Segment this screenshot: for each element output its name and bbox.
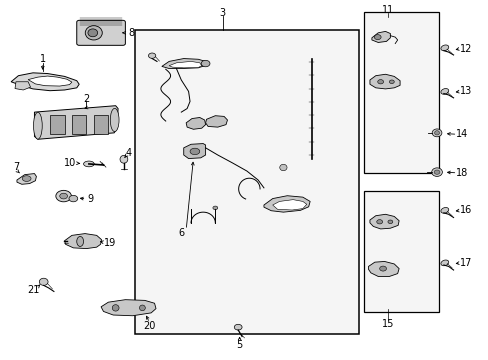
FancyBboxPatch shape [77,20,125,45]
Ellipse shape [376,220,382,224]
Ellipse shape [373,35,380,40]
Ellipse shape [440,207,448,213]
Polygon shape [15,82,30,90]
Text: 12: 12 [459,44,471,54]
Polygon shape [183,144,205,158]
Text: 20: 20 [143,321,156,331]
Ellipse shape [69,195,78,202]
Polygon shape [17,174,36,184]
Text: 2: 2 [83,94,89,104]
Ellipse shape [377,80,383,84]
Bar [72,114,86,134]
Ellipse shape [83,161,94,167]
Bar [50,114,64,134]
Polygon shape [186,117,205,129]
Ellipse shape [440,45,448,51]
Polygon shape [101,300,156,316]
Ellipse shape [120,156,127,163]
Text: 6: 6 [178,228,184,238]
Polygon shape [28,76,72,86]
Ellipse shape [60,193,67,199]
Text: 5: 5 [236,340,242,350]
Ellipse shape [387,220,392,224]
Bar [94,114,108,134]
Text: 4: 4 [125,148,132,158]
Polygon shape [205,116,227,127]
Text: 9: 9 [87,194,93,204]
Polygon shape [162,59,205,68]
Bar [363,191,438,312]
Text: 8: 8 [128,28,135,38]
Polygon shape [272,200,306,210]
Ellipse shape [212,206,217,210]
Text: 7: 7 [13,162,19,172]
Ellipse shape [388,80,393,84]
Text: 16: 16 [459,205,471,215]
Ellipse shape [22,176,31,181]
Ellipse shape [85,26,102,40]
Ellipse shape [148,53,156,58]
Polygon shape [371,31,389,42]
Text: 21: 21 [27,285,39,295]
Ellipse shape [33,112,42,139]
Text: 10: 10 [64,158,77,168]
Text: 18: 18 [455,168,468,178]
Polygon shape [11,73,79,91]
Text: 14: 14 [455,129,468,139]
Ellipse shape [39,278,48,285]
Polygon shape [64,234,102,249]
Ellipse shape [139,305,145,311]
Ellipse shape [434,131,439,135]
Ellipse shape [440,89,448,94]
Polygon shape [264,196,309,212]
Ellipse shape [379,266,386,271]
Bar [135,30,358,334]
Polygon shape [368,261,398,276]
Polygon shape [34,106,118,139]
Bar [363,12,438,173]
Ellipse shape [431,168,442,176]
Ellipse shape [77,237,83,247]
Ellipse shape [201,60,209,67]
Text: 13: 13 [459,86,471,96]
Ellipse shape [433,170,439,174]
Text: 17: 17 [459,258,471,268]
Polygon shape [369,74,399,89]
Text: 1: 1 [40,54,46,64]
Polygon shape [169,62,201,68]
Text: 3: 3 [219,8,225,18]
Ellipse shape [279,164,286,171]
Text: 15: 15 [381,319,393,329]
Ellipse shape [440,260,448,266]
Ellipse shape [88,29,98,37]
Text: 11: 11 [381,5,393,15]
Ellipse shape [56,190,71,202]
Ellipse shape [234,324,242,330]
Polygon shape [369,214,398,229]
Ellipse shape [190,148,200,155]
Text: 19: 19 [103,238,116,248]
Ellipse shape [431,129,441,137]
Ellipse shape [112,305,119,311]
Ellipse shape [110,108,119,132]
